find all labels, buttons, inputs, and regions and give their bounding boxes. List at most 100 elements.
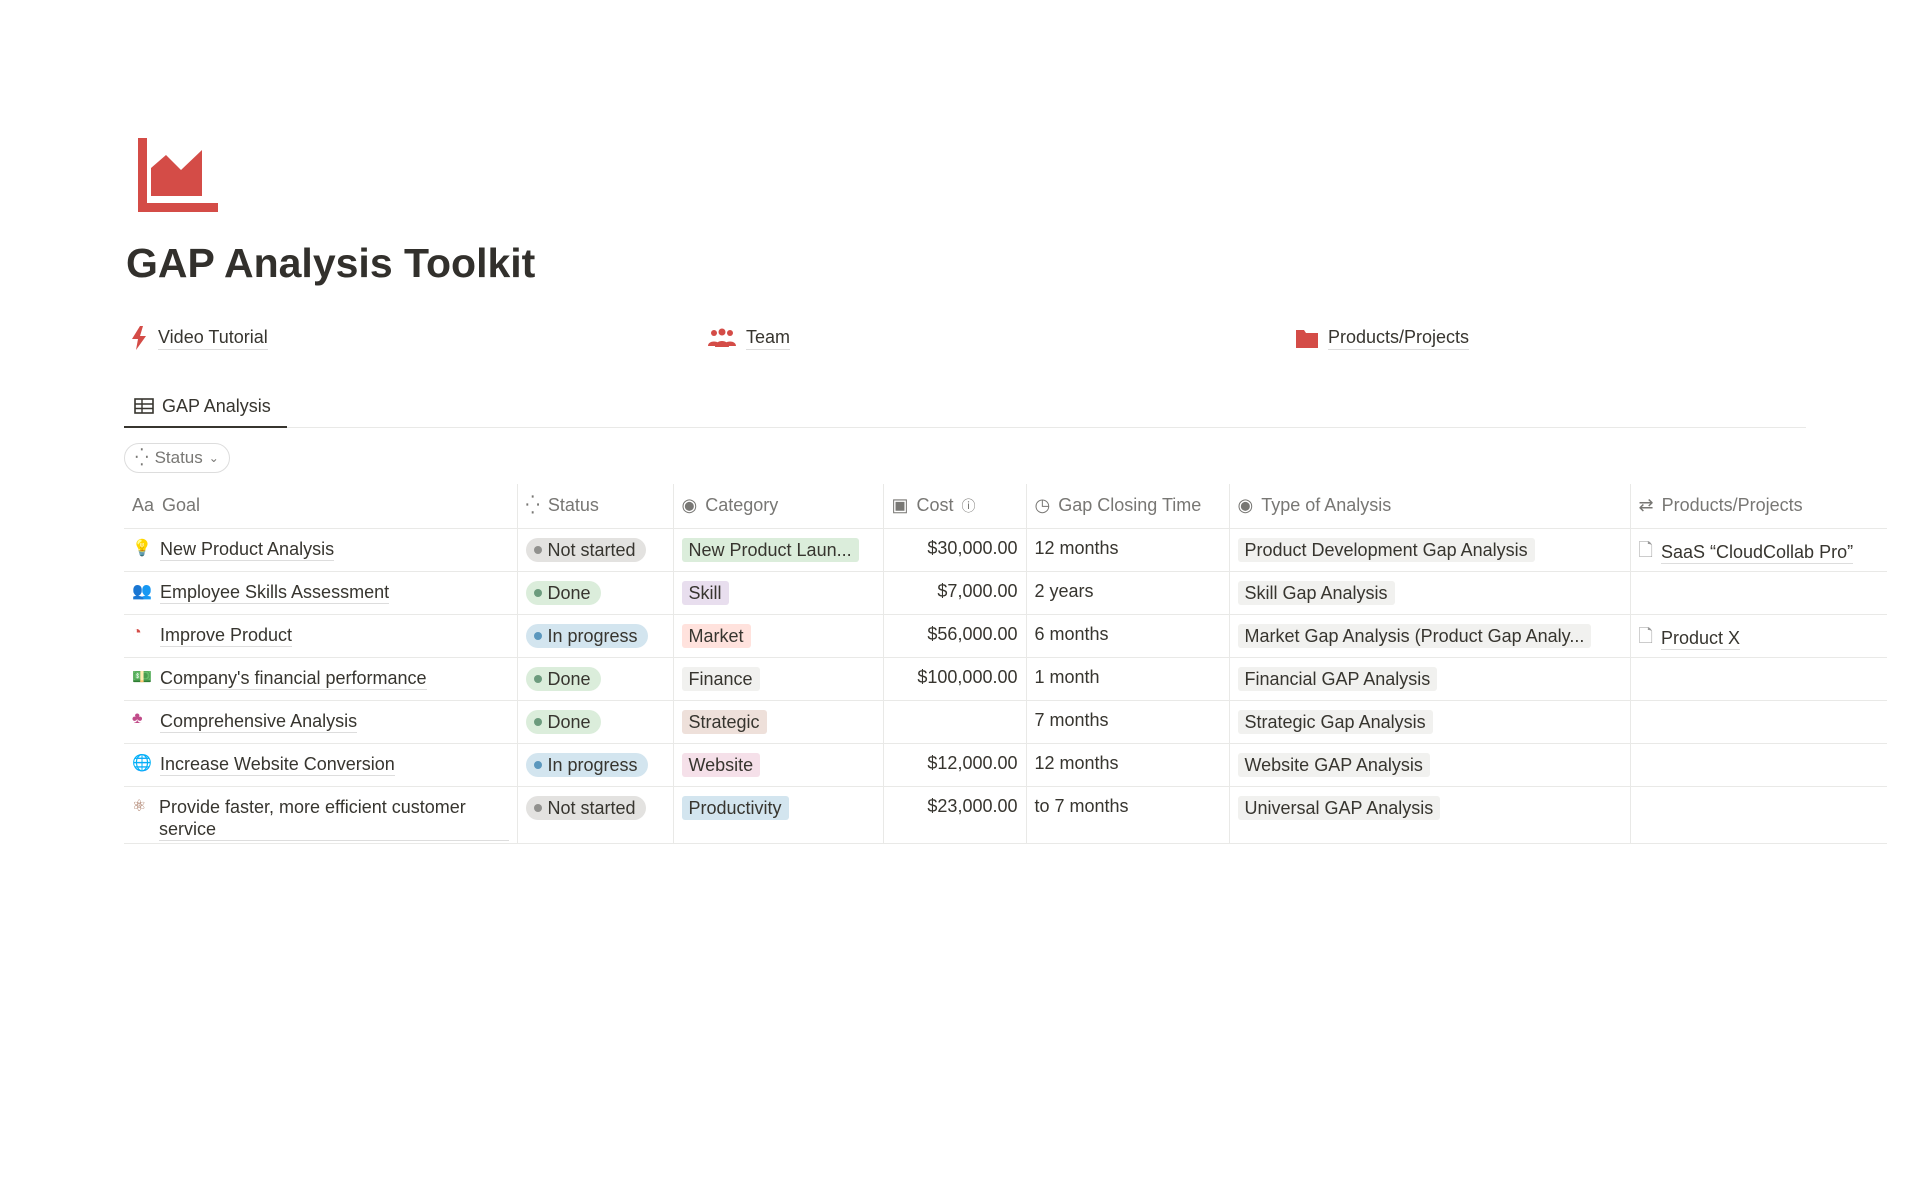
column-header-products-projects[interactable]: ⇄ Products/Projects: [1629, 484, 1887, 529]
link-team[interactable]: Team: [708, 325, 791, 350]
link-products-projects[interactable]: Products/Projects: [1296, 325, 1470, 350]
money-icon: 💵: [132, 668, 152, 686]
page-title: GAP Analysis Toolkit: [126, 240, 536, 286]
lightbulb-icon: 💡: [132, 539, 152, 557]
goal-title[interactable]: Increase Website Conversion: [160, 753, 395, 776]
category-tag[interactable]: Finance: [681, 666, 760, 691]
gap-closing-time-cell[interactable]: 6 months: [1025, 614, 1229, 658]
cost-cell[interactable]: [882, 700, 1026, 744]
gap-closing-time-cell[interactable]: 2 years: [1025, 571, 1229, 615]
type-of-analysis-tag[interactable]: Financial GAP Analysis: [1237, 666, 1438, 691]
category-tag[interactable]: Website: [681, 752, 761, 777]
select-icon: ◉: [681, 495, 698, 516]
status-badge[interactable]: Done: [525, 666, 601, 691]
hierarchy-icon: ♣: [132, 709, 143, 727]
products-projects-cell[interactable]: [1629, 657, 1887, 701]
status-badge[interactable]: In progress: [525, 623, 648, 648]
page-icon: 🗋: [1638, 539, 1653, 560]
products-projects-cell[interactable]: [1629, 700, 1887, 744]
cost-cell[interactable]: $30,000.00: [882, 528, 1026, 572]
category-tag[interactable]: Productivity: [681, 795, 789, 820]
status-icon: ⁛: [135, 448, 149, 467]
goal-cell[interactable]: 💡 New Product Analysis: [132, 538, 509, 561]
chevron-down-icon: ⌄: [208, 451, 219, 465]
table-row[interactable]: ◔ Improve Product In progress Market $56,…: [124, 614, 1887, 658]
goal-cell[interactable]: 🌐 Increase Website Conversion: [132, 753, 509, 776]
page-icon: 🗋: [1638, 625, 1653, 646]
status-badge[interactable]: In progress: [525, 752, 648, 777]
goal-title[interactable]: Company's financial performance: [160, 667, 427, 690]
products-projects-cell[interactable]: [1629, 786, 1887, 844]
type-of-analysis-tag[interactable]: Skill Gap Analysis: [1237, 580, 1395, 605]
info-icon[interactable]: ⓘ: [961, 497, 976, 514]
type-of-analysis-tag[interactable]: Website GAP Analysis: [1237, 752, 1430, 777]
goal-cell[interactable]: ♣ Comprehensive Analysis: [132, 710, 509, 733]
atom-icon: ⚛: [132, 797, 147, 815]
cost-cell[interactable]: $7,000.00: [882, 571, 1026, 615]
folder-icon: [1296, 329, 1318, 348]
table-row[interactable]: 👥 Employee Skills Assessment Done Skill $…: [124, 571, 1887, 615]
table-icon: [134, 398, 154, 414]
product-link[interactable]: Product X: [1660, 628, 1741, 650]
status-badge[interactable]: Done: [525, 580, 601, 605]
money-icon: ▣: [891, 495, 909, 516]
category-tag[interactable]: Market: [681, 623, 751, 648]
status-icon: ⁛: [525, 495, 540, 516]
category-tag[interactable]: New Product Laun...: [681, 537, 859, 562]
products-projects-cell[interactable]: [1629, 571, 1887, 615]
category-tag[interactable]: Skill: [681, 580, 729, 605]
status-badge[interactable]: Not started: [525, 537, 646, 562]
goal-cell[interactable]: 👥 Employee Skills Assessment: [132, 581, 509, 604]
status-filter-button[interactable]: ⁛ Status ⌄: [124, 443, 230, 473]
goal-cell[interactable]: ◔ Improve Product: [132, 624, 509, 647]
type-of-analysis-tag[interactable]: Product Development Gap Analysis: [1237, 537, 1535, 562]
link-video-tutorial[interactable]: Video Tutorial: [130, 325, 268, 350]
goal-title[interactable]: Improve Product: [160, 624, 293, 647]
gap-closing-time-cell[interactable]: to 7 months: [1025, 786, 1229, 844]
products-projects-cell[interactable]: 🗋 SaaS “CloudCollab Pro”: [1629, 528, 1887, 572]
gap-closing-time-cell[interactable]: 7 months: [1025, 700, 1229, 744]
goal-title[interactable]: Employee Skills Assessment: [160, 581, 390, 604]
column-header-goal[interactable]: Aa Goal: [124, 484, 517, 529]
column-header-type-of-analysis[interactable]: ◉ Type of Analysis: [1228, 484, 1630, 529]
tab-gap-analysis[interactable]: GAP Analysis: [124, 386, 287, 428]
type-of-analysis-tag[interactable]: Universal GAP Analysis: [1237, 795, 1441, 820]
cost-cell[interactable]: $56,000.00: [882, 614, 1026, 658]
table-row[interactable]: ♣ Comprehensive Analysis Done Strategic 7…: [124, 700, 1887, 744]
cost-cell[interactable]: $12,000.00: [882, 743, 1026, 787]
product-link[interactable]: SaaS “CloudCollab Pro”: [1660, 542, 1854, 564]
products-projects-cell[interactable]: [1629, 743, 1887, 787]
gap-closing-time-cell[interactable]: 1 month: [1025, 657, 1229, 701]
select-icon: ◉: [1237, 495, 1254, 516]
table-row[interactable]: 💡 New Product Analysis Not started New Pr…: [124, 528, 1887, 572]
pie-chart-icon: ◔: [132, 623, 142, 641]
people-icon: 👥: [132, 582, 152, 600]
relation-icon: ⇄: [1638, 495, 1654, 516]
gap-closing-time-cell[interactable]: 12 months: [1025, 528, 1229, 572]
column-header-cost[interactable]: ▣ Cost ⓘ: [882, 484, 1026, 529]
people-icon: [708, 328, 736, 347]
area-chart-icon: [138, 138, 218, 212]
text-icon: Aa: [132, 495, 155, 516]
goal-cell[interactable]: 💵 Company's financial performance: [132, 667, 509, 690]
globe-icon: 🌐: [132, 754, 152, 772]
goal-title[interactable]: Comprehensive Analysis: [160, 710, 358, 733]
goal-cell[interactable]: ⚛ Provide faster, more efficient customer…: [132, 796, 509, 841]
status-badge[interactable]: Done: [525, 709, 601, 734]
column-header-category[interactable]: ◉ Category: [672, 484, 883, 529]
goal-title[interactable]: Provide faster, more efficient customer …: [158, 796, 509, 841]
type-of-analysis-tag[interactable]: Market Gap Analysis (Product Gap Analy..…: [1237, 623, 1592, 648]
cost-cell[interactable]: $23,000.00: [882, 786, 1026, 844]
gap-closing-time-cell[interactable]: 12 months: [1025, 743, 1229, 787]
table-row[interactable]: 🌐 Increase Website Conversion In progress…: [124, 743, 1887, 787]
column-header-status[interactable]: ⁛ Status: [516, 484, 673, 529]
category-tag[interactable]: Strategic: [681, 709, 767, 734]
goal-title[interactable]: New Product Analysis: [160, 538, 335, 561]
column-header-gap-closing-time[interactable]: ◷ Gap Closing Time: [1025, 484, 1229, 529]
type-of-analysis-tag[interactable]: Strategic Gap Analysis: [1237, 709, 1433, 734]
status-badge[interactable]: Not started: [525, 795, 646, 820]
table-row[interactable]: ⚛ Provide faster, more efficient customer…: [124, 786, 1887, 844]
table-row[interactable]: 💵 Company's financial performance Done Fi…: [124, 657, 1887, 701]
cost-cell[interactable]: $100,000.00: [882, 657, 1026, 701]
products-projects-cell[interactable]: 🗋 Product X: [1629, 614, 1887, 658]
